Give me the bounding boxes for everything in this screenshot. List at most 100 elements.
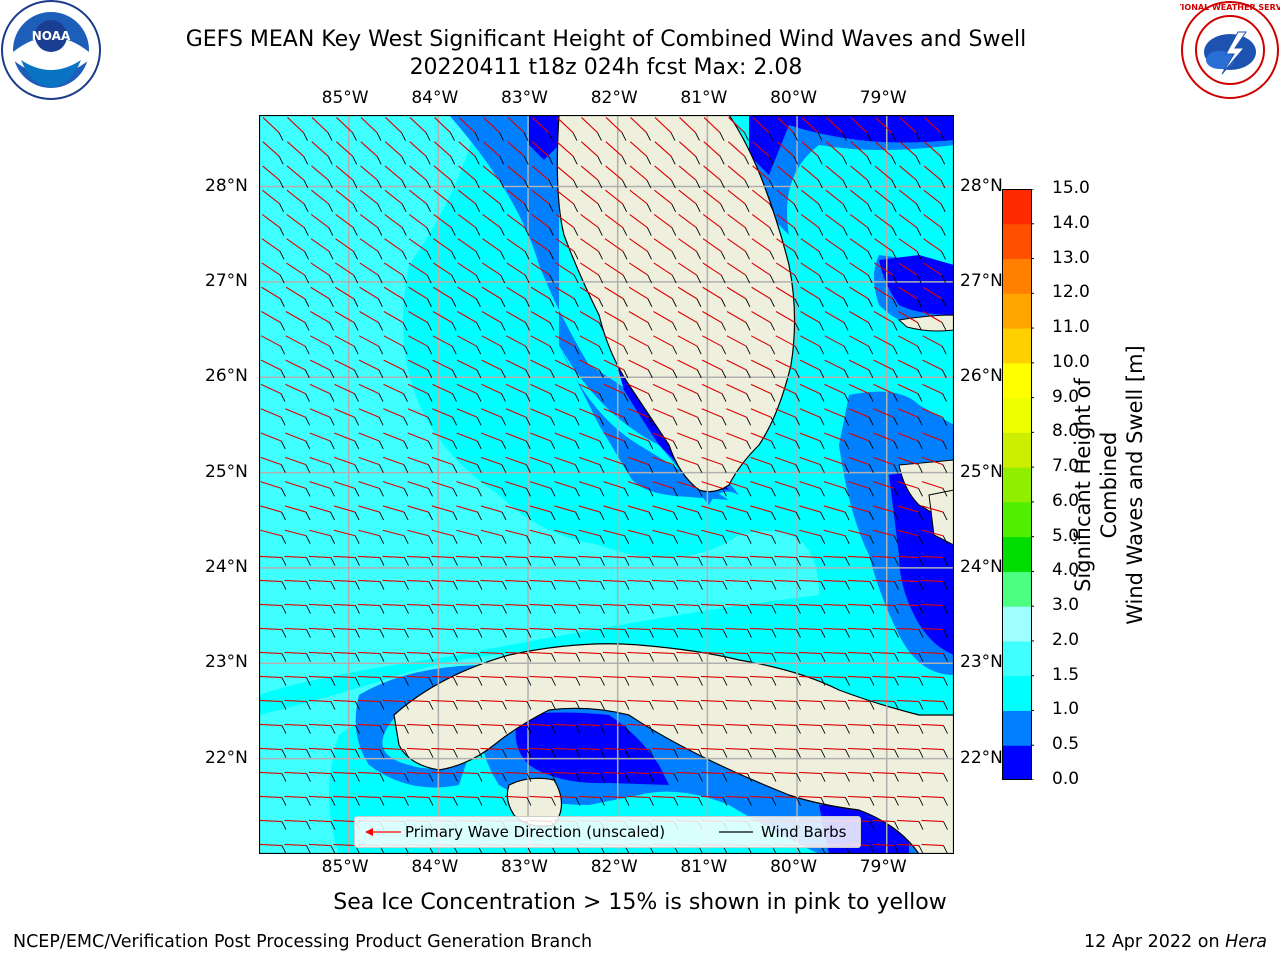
- wave-arrow: [553, 627, 581, 638]
- wave-arrow: [703, 189, 726, 213]
- lat-tick-label-left: 24°N: [205, 556, 248, 577]
- wave-arrow: [358, 359, 384, 379]
- wave-arrow: [774, 481, 801, 497]
- wave-arrow: [823, 456, 850, 473]
- wave-arrow: [308, 627, 336, 638]
- wave-arrow: [481, 311, 506, 331]
- wave-arrow: [383, 262, 408, 284]
- wave-arrow: [873, 383, 898, 402]
- wave-arrow: [850, 165, 872, 189]
- wave-arrow: [799, 432, 825, 450]
- wave-arrow: [921, 843, 948, 854]
- wave-arrow: [798, 579, 826, 590]
- wave-arrow: [602, 747, 630, 758]
- wave-arrow: [849, 311, 873, 331]
- wave-arrow: [603, 359, 629, 379]
- colorbar-tick-label: 0.0: [1052, 769, 1080, 789]
- wave-arrow: [872, 456, 899, 473]
- wave-arrow: [409, 117, 431, 141]
- wave-arrow: [309, 383, 335, 402]
- wave-arrow: [384, 238, 407, 260]
- wave-arrow: [921, 819, 948, 830]
- wave-arrow: [382, 699, 409, 710]
- wave-arrow: [651, 603, 679, 614]
- wave-arrow: [872, 675, 899, 686]
- wave-arrow: [676, 699, 703, 710]
- wave-arrow: [308, 555, 336, 566]
- wave-arrow: [678, 165, 701, 189]
- wave-arrow: [798, 675, 826, 686]
- wave-arrow: [602, 627, 630, 638]
- wave-arrow: [799, 505, 825, 521]
- wave-arrow: [529, 505, 556, 521]
- wave-arrow: [406, 555, 434, 566]
- wave-arrow: [653, 311, 677, 331]
- wave-arrow: [603, 456, 629, 473]
- wave-arrow: [504, 651, 532, 662]
- wave-arrow: [873, 286, 898, 307]
- wave-arrow: [777, 117, 798, 141]
- wave-arrow: [333, 555, 360, 566]
- wave-arrow: [309, 529, 336, 544]
- wave-arrow: [896, 771, 924, 782]
- wave-arrow: [555, 311, 579, 331]
- wave-arrow: [556, 117, 578, 141]
- wave-height-1-5-to-2-0-region: [259, 652, 579, 854]
- wave-arrow: [457, 311, 481, 331]
- wave-arrow: [458, 117, 480, 141]
- wave-arrow: [531, 141, 554, 165]
- colorbar-title-line2: Wind Waves and Swell [m]: [1123, 345, 1147, 625]
- wave-arrow: [799, 456, 825, 473]
- wave-arrow: [553, 675, 581, 686]
- wave-arrow: [849, 213, 873, 236]
- wave-arrow: [456, 359, 482, 379]
- wave-arrow: [382, 481, 409, 497]
- wave-arrow: [455, 675, 483, 686]
- wave-arrow: [335, 165, 358, 189]
- florida-land: [556, 115, 796, 493]
- wave-arrow: [432, 262, 457, 284]
- wave-arrow: [677, 383, 702, 402]
- wave-arrow: [872, 747, 899, 758]
- legend-wave-label: Primary Wave Direction (unscaled): [405, 823, 666, 841]
- wave-arrow: [774, 795, 801, 806]
- wave-arrow: [456, 505, 482, 521]
- wave-arrow: [359, 286, 383, 307]
- wave-arrow: [825, 165, 848, 189]
- wave-arrow: [896, 651, 924, 662]
- wave-arrow: [578, 505, 605, 521]
- wave-arrow: [579, 311, 604, 331]
- wave-arrow: [726, 286, 751, 307]
- wave-arrow: [700, 675, 728, 686]
- wave-arrow: [406, 651, 434, 662]
- wave-arrow: [825, 141, 848, 165]
- colorbar-tick-label: 10.0: [1052, 351, 1090, 372]
- wave-arrow: [921, 603, 948, 614]
- wave-arrow: [308, 771, 336, 782]
- wave-arrow: [602, 555, 630, 566]
- wave-arrow: [507, 117, 529, 141]
- wave-arrow: [431, 747, 458, 758]
- wave-arrow: [285, 383, 310, 402]
- wave-arrow: [774, 603, 801, 614]
- wave-arrow: [357, 651, 385, 662]
- wave-arrow: [310, 262, 334, 284]
- map-frame: [259, 115, 954, 854]
- wave-arrow: [848, 481, 874, 497]
- wave-arrow: [823, 795, 850, 806]
- wave-arrow: [798, 795, 826, 806]
- lon-tick-label-top: 84°W: [411, 88, 459, 108]
- wave-arrow: [628, 262, 653, 284]
- wave-arrow: [800, 262, 824, 284]
- wave-arrow: [309, 456, 335, 473]
- wave-arrow: [921, 555, 948, 566]
- wave-arrow: [431, 723, 458, 734]
- wave-arrow: [700, 627, 728, 638]
- wave-arrow: [750, 456, 776, 473]
- wave-arrow: [530, 311, 555, 331]
- wave-arrow: [406, 603, 434, 614]
- wave-arrow: [504, 699, 532, 710]
- noaa-logo: NOAA: [1, 0, 101, 100]
- wave-arrow: [431, 529, 458, 544]
- wave-arrow: [406, 723, 434, 734]
